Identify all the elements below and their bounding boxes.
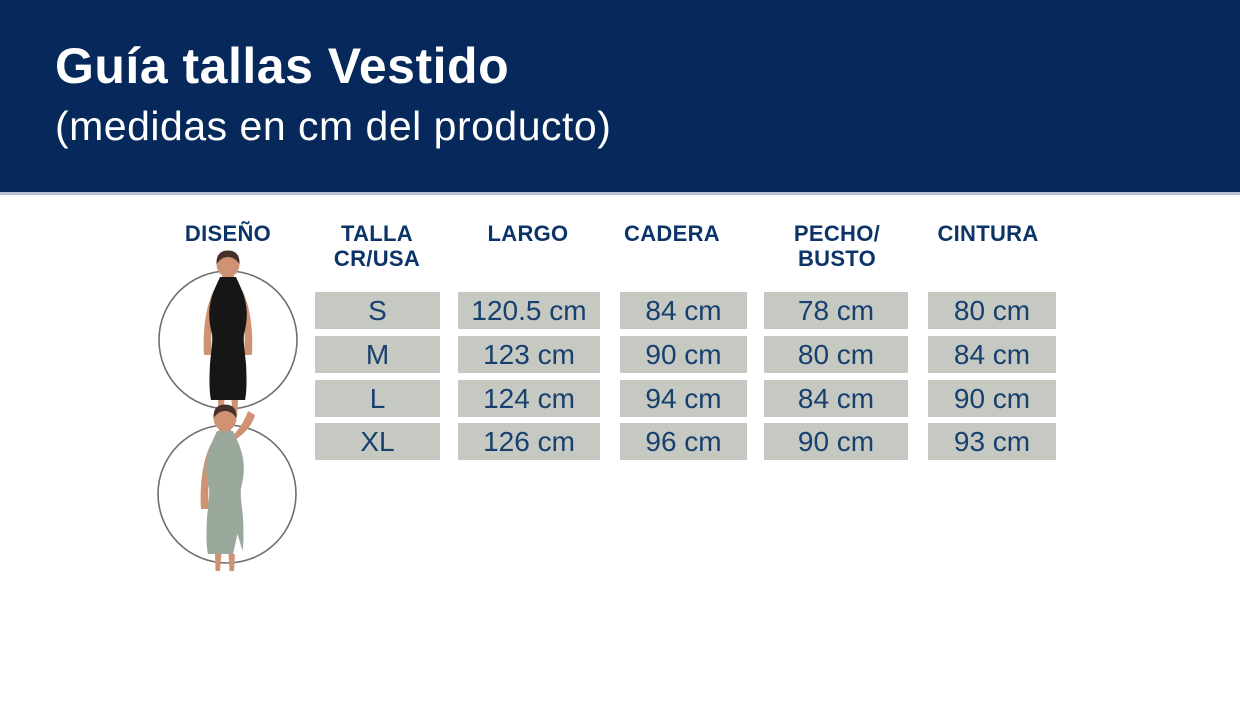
model-sage-dress-illustration bbox=[200, 404, 255, 571]
cell-talla-l: L bbox=[315, 380, 440, 417]
cell-largo-l: 124 cm bbox=[458, 380, 600, 417]
cell-cintura-l: 90 cm bbox=[928, 380, 1056, 417]
cell-largo-m: 123 cm bbox=[458, 336, 600, 373]
column-header-largo: LARGO bbox=[487, 221, 569, 246]
cell-largo-s: 120.5 cm bbox=[458, 292, 600, 329]
cell-cadera-m: 90 cm bbox=[620, 336, 747, 373]
design-photo-black-dress bbox=[158, 250, 298, 417]
column-header-diseno: DISEÑO bbox=[184, 221, 272, 246]
cell-cintura-xl: 93 cm bbox=[928, 423, 1056, 460]
cell-talla-xl: XL bbox=[315, 423, 440, 460]
column-header-pecho-busto: PECHO/ BUSTO bbox=[793, 221, 881, 271]
cell-pecho-xl: 90 cm bbox=[764, 423, 908, 460]
cell-cadera-l: 94 cm bbox=[620, 380, 747, 417]
cell-cintura-s: 80 cm bbox=[928, 292, 1056, 329]
column-header-talla: TALLA CR/USA bbox=[333, 221, 421, 271]
cell-talla-m: M bbox=[315, 336, 440, 373]
cell-largo-xl: 126 cm bbox=[458, 423, 600, 460]
cell-pecho-m: 80 cm bbox=[764, 336, 908, 373]
header-banner: Guía tallas Vestido (medidas en cm del p… bbox=[0, 0, 1240, 195]
column-header-cadera: CADERA bbox=[624, 221, 720, 246]
page-subtitle: (medidas en cm del producto) bbox=[55, 103, 612, 149]
cell-cintura-m: 84 cm bbox=[928, 336, 1056, 373]
cell-cadera-xl: 96 cm bbox=[620, 423, 747, 460]
cell-pecho-s: 78 cm bbox=[764, 292, 908, 329]
column-header-cintura: CINTURA bbox=[937, 221, 1039, 246]
cell-pecho-l: 84 cm bbox=[764, 380, 908, 417]
cell-cadera-s: 84 cm bbox=[620, 292, 747, 329]
cell-talla-s: S bbox=[315, 292, 440, 329]
design-photo-sage-dress bbox=[157, 404, 297, 571]
model-black-dress-illustration bbox=[203, 250, 253, 417]
page-title: Guía tallas Vestido bbox=[55, 38, 510, 94]
